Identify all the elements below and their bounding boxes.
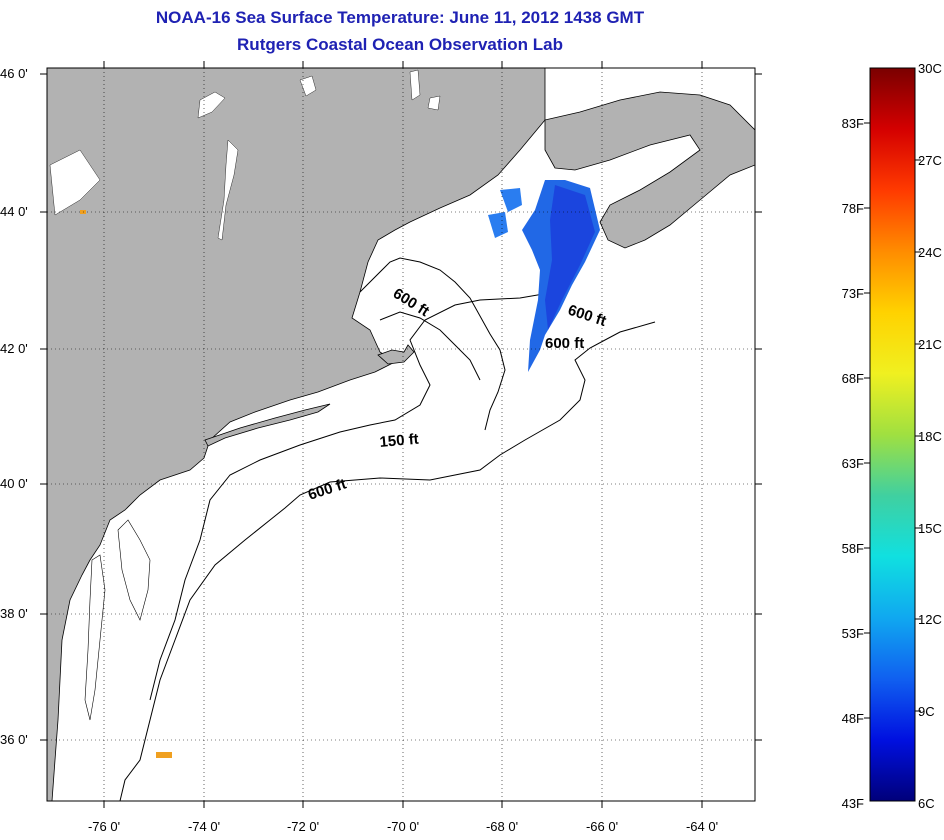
contour-gulf-maine <box>359 257 506 431</box>
contour-600ft-shelf <box>119 321 656 801</box>
lon-label: -70 0' <box>387 819 419 834</box>
lake <box>299 75 317 97</box>
contour-150ft <box>149 291 556 701</box>
lon-label: -64 0' <box>686 819 718 834</box>
land-nova-scotia <box>544 91 755 249</box>
colorbar-fahrenheit-label: 43F <box>842 796 864 811</box>
lon-label: -68 0' <box>486 819 518 834</box>
lat-label: 36 0' <box>0 732 28 747</box>
colorbar-celsius-label: 12C <box>918 612 942 627</box>
colorbar-celsius-label: 9C <box>918 704 935 719</box>
colorbar-celsius-label: 30C <box>918 61 942 76</box>
colorbar-celsius-label: 24C <box>918 245 942 260</box>
sst-patch <box>500 188 522 212</box>
colorbar-celsius-label: 15C <box>918 521 942 536</box>
land-delmarva <box>117 519 151 621</box>
lon-label: -74 0' <box>188 819 220 834</box>
colorbar-fahrenheit-label: 73F <box>842 286 864 301</box>
lake <box>217 139 239 241</box>
colorbar-celsius-label: 21C <box>918 337 942 352</box>
colorbar-gradient <box>869 67 916 802</box>
lon-label: -66 0' <box>586 819 618 834</box>
sst-swath-cold <box>545 185 595 330</box>
land-us-mainland <box>47 68 546 801</box>
lake <box>49 149 101 216</box>
colorbar-fahrenheit-label: 83F <box>842 116 864 131</box>
lake <box>427 95 441 111</box>
colorbar-fahrenheit-label: 78F <box>842 201 864 216</box>
land-long-island <box>204 403 331 447</box>
colorbar-celsius-label: 6C <box>918 796 935 811</box>
sst-pixel-warm <box>156 752 172 758</box>
chesapeake-bay <box>84 554 106 721</box>
lat-label: 44 0' <box>0 204 28 219</box>
lat-label: 42 0' <box>0 341 28 356</box>
contour-label: 150 ft <box>379 431 420 451</box>
colorbar-fahrenheit-label: 68F <box>842 371 864 386</box>
contour-label: 600 ft <box>545 335 584 352</box>
sst-patch <box>488 212 508 238</box>
colorbar-fahrenheit-label: 48F <box>842 711 864 726</box>
lon-label: -72 0' <box>287 819 319 834</box>
lake <box>197 91 226 119</box>
colorbar-fahrenheit-label: 58F <box>842 541 864 556</box>
lat-label: 38 0' <box>0 606 28 621</box>
contour-gulf-maine-inner <box>379 311 481 381</box>
lat-label: 40 0' <box>0 476 28 491</box>
lake <box>409 69 421 101</box>
chart-subtitle: Rutgers Coastal Ocean Observation Lab <box>237 35 563 54</box>
chart-title: NOAA-16 Sea Surface Temperature: June 11… <box>155 8 645 27</box>
map-frame <box>46 67 756 802</box>
colorbar-celsius-label: 18C <box>918 429 942 444</box>
land-cape-cod <box>377 344 415 365</box>
lat-label: 46 0' <box>0 66 28 81</box>
colorbar-fahrenheit-label: 53F <box>842 626 864 641</box>
colorbar-celsius-label: 27C <box>918 153 942 168</box>
colorbar-fahrenheit-label: 63F <box>842 456 864 471</box>
lon-label: -76 0' <box>88 819 120 834</box>
